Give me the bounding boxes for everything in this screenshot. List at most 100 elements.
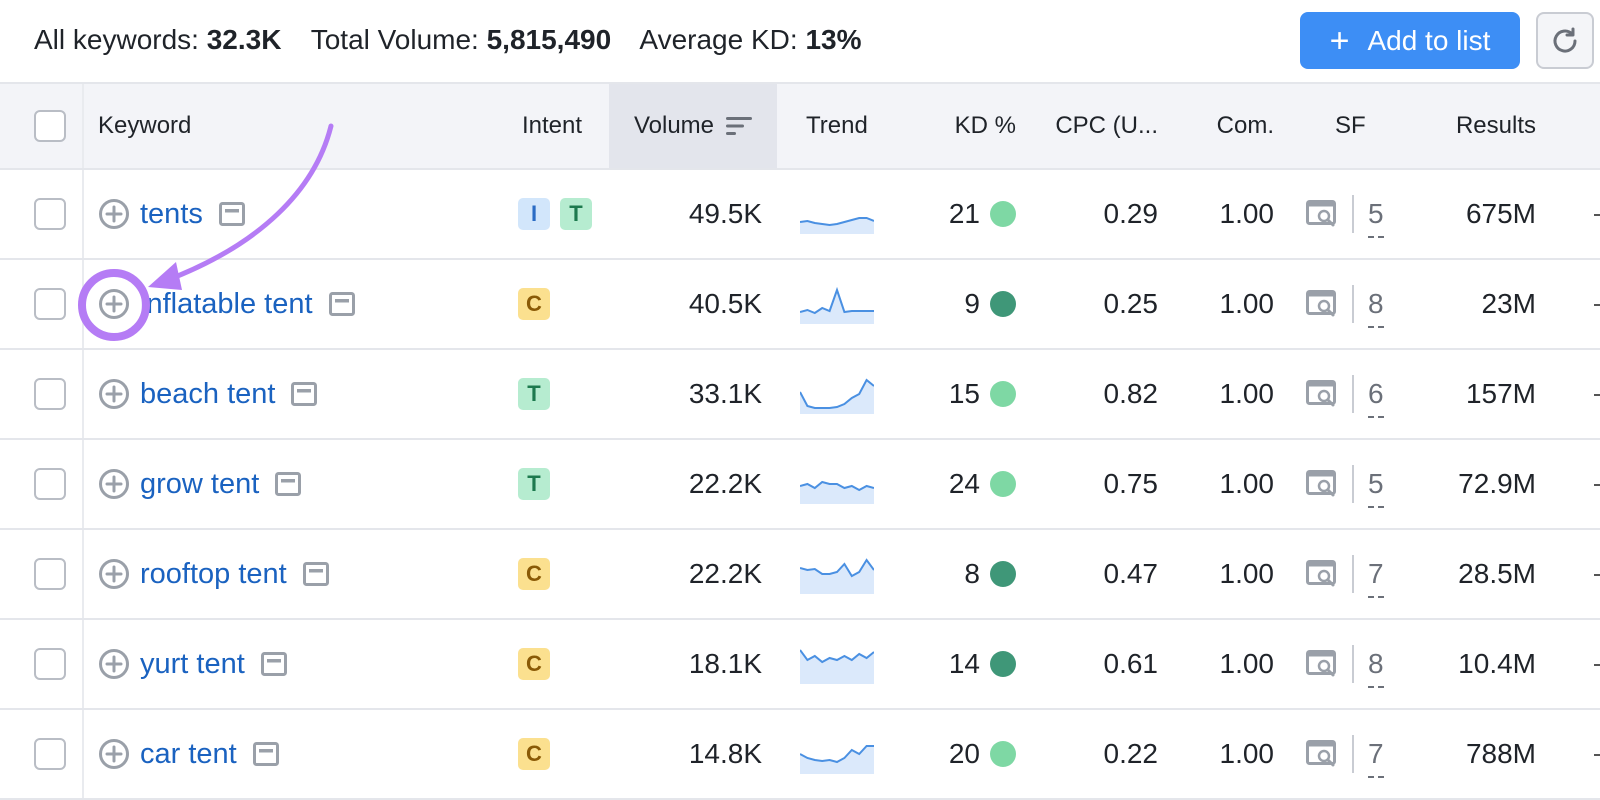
intent-cell: C <box>518 530 550 618</box>
trend-sparkline[interactable] <box>800 194 874 234</box>
column-volume[interactable]: Volume <box>609 84 777 168</box>
trend-sparkline[interactable] <box>800 644 874 684</box>
trend-sparkline[interactable] <box>800 284 874 324</box>
column-divider <box>82 530 84 618</box>
add-to-list-button[interactable]: + Add to list <box>1300 12 1520 69</box>
serp-features-icon[interactable] <box>1306 470 1338 498</box>
keyword-link[interactable]: tents <box>140 197 203 230</box>
column-cpc[interactable]: CPC (U... <box>1055 112 1158 139</box>
keyword-link[interactable]: yurt tent <box>140 647 245 680</box>
total-volume-value: 5,815,490 <box>486 24 612 55</box>
trend-sparkline[interactable] <box>800 374 874 414</box>
truncated-column-marker <box>1594 754 1600 756</box>
row-checkbox[interactable] <box>34 558 66 590</box>
add-keyword-icon[interactable] <box>98 288 130 320</box>
table-row: inflatable tent C 40.5K 9 0.25 1.00 8 23… <box>0 260 1600 350</box>
volume-value: 14.8K <box>688 738 762 769</box>
column-keyword[interactable]: Keyword <box>98 112 192 139</box>
results-value: 23M <box>1481 288 1536 319</box>
trend-sparkline[interactable] <box>800 734 874 774</box>
serp-features-icon[interactable] <box>1306 560 1338 588</box>
serp-features-icon[interactable] <box>1306 380 1338 408</box>
add-keyword-icon[interactable] <box>98 198 130 230</box>
intent-cell: C <box>518 620 550 708</box>
competition-value: 1.00 <box>1219 738 1275 769</box>
keyword-link[interactable]: inflatable tent <box>140 287 313 320</box>
select-all-checkbox[interactable] <box>34 110 66 142</box>
kd-value: 24 <box>948 468 980 499</box>
kd-value: 20 <box>948 738 980 769</box>
column-intent[interactable]: Intent <box>522 112 583 139</box>
sf-separator <box>1352 285 1354 323</box>
serp-preview-icon[interactable] <box>302 562 329 586</box>
sf-separator <box>1352 195 1354 233</box>
keyword-link[interactable]: rooftop tent <box>140 557 287 590</box>
trend-cell <box>800 260 876 348</box>
serp-features-icon[interactable] <box>1306 740 1338 768</box>
serp-features-count[interactable]: 5 <box>1368 468 1384 508</box>
keyword-cell: beach tent <box>98 350 318 438</box>
keyword-cell: yurt tent <box>98 620 287 708</box>
trend-cell <box>800 170 876 258</box>
refresh-button[interactable] <box>1536 12 1594 69</box>
serp-features-count[interactable]: 8 <box>1368 288 1384 328</box>
serp-features-count[interactable]: 8 <box>1368 648 1384 688</box>
trend-sparkline[interactable] <box>800 464 874 504</box>
row-checkbox[interactable] <box>34 468 66 500</box>
column-sf[interactable]: SF <box>1335 112 1366 139</box>
column-com[interactable]: Com. <box>1216 112 1274 139</box>
trend-cell <box>800 710 876 798</box>
trend-cell <box>800 530 876 618</box>
table-header: Keyword Intent Volume Trend KD % CPC (U.… <box>0 84 1600 170</box>
trend-cell <box>800 620 876 708</box>
sf-separator <box>1352 465 1354 503</box>
serp-features-icon[interactable] <box>1306 650 1338 678</box>
row-checkbox[interactable] <box>34 378 66 410</box>
serp-preview-icon[interactable] <box>328 292 355 316</box>
row-checkbox[interactable] <box>34 738 66 770</box>
serp-features-count[interactable]: 7 <box>1368 558 1384 598</box>
add-keyword-icon[interactable] <box>98 648 130 680</box>
kd-difficulty-dot <box>990 381 1016 407</box>
serp-features-count[interactable]: 5 <box>1368 198 1384 238</box>
serp-features-icon[interactable] <box>1306 290 1338 318</box>
trend-sparkline[interactable] <box>800 554 874 594</box>
truncated-column-marker <box>1594 214 1600 216</box>
refresh-icon <box>1553 27 1577 53</box>
serp-features-count[interactable]: 7 <box>1368 738 1384 778</box>
column-trend[interactable]: Trend <box>806 112 868 139</box>
serp-preview-icon[interactable] <box>275 472 302 496</box>
cpc-value: 0.75 <box>1103 468 1159 499</box>
kd-difficulty-dot <box>990 291 1016 317</box>
serp-preview-icon[interactable] <box>252 742 279 766</box>
row-checkbox[interactable] <box>34 198 66 230</box>
serp-preview-icon[interactable] <box>260 652 287 676</box>
intent-badge: C <box>518 738 550 770</box>
add-keyword-icon[interactable] <box>98 378 130 410</box>
add-to-list-label: Add to list <box>1367 24 1491 56</box>
row-checkbox[interactable] <box>34 648 66 680</box>
serp-preview-icon[interactable] <box>291 382 318 406</box>
keyword-link[interactable]: grow tent <box>140 467 260 500</box>
volume-value: 18.1K <box>688 648 762 679</box>
keyword-link[interactable]: beach tent <box>140 377 276 410</box>
kd-value: 8 <box>964 558 980 589</box>
serp-preview-icon[interactable] <box>218 202 245 226</box>
add-keyword-icon[interactable] <box>98 558 130 590</box>
serp-features-icon[interactable] <box>1306 200 1338 228</box>
serp-features-count[interactable]: 6 <box>1368 378 1384 418</box>
add-keyword-icon[interactable] <box>98 468 130 500</box>
add-keyword-icon[interactable] <box>98 738 130 770</box>
row-checkbox[interactable] <box>34 288 66 320</box>
serp-features-cell: 8 <box>1306 620 1384 708</box>
column-kd[interactable]: KD % <box>954 112 1016 139</box>
keyword-link[interactable]: car tent <box>140 737 237 770</box>
table-row: rooftop tent C 22.2K 8 0.47 1.00 7 28.5M <box>0 530 1600 620</box>
results-value: 675M <box>1465 198 1536 229</box>
kd-difficulty-dot <box>990 741 1016 767</box>
serp-features-cell: 8 <box>1306 260 1384 348</box>
column-results[interactable]: Results <box>1455 112 1536 139</box>
all-keywords-label: All keywords: <box>34 24 199 55</box>
volume-value: 22.2K <box>688 558 762 589</box>
